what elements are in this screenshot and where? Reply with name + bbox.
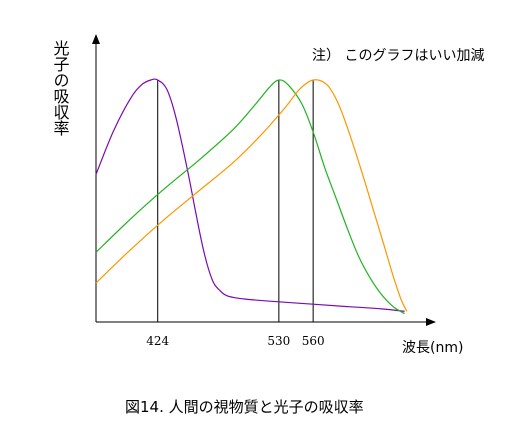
y-axis-label: 光子の吸収率 bbox=[51, 40, 70, 136]
x-tick-label-530: 530 bbox=[267, 334, 290, 348]
chart-note: 注） このグラフはいい加減 bbox=[312, 47, 484, 64]
y-axis-arrow-icon bbox=[92, 34, 100, 44]
series-line-530 bbox=[95, 79, 405, 315]
series-line-424 bbox=[95, 78, 405, 312]
peak-lines bbox=[157, 80, 314, 322]
x-tick-label-560: 560 bbox=[302, 334, 325, 348]
x-axis-label: 波長(nm) bbox=[402, 340, 463, 356]
x-axis-arrow-icon bbox=[426, 318, 436, 326]
figure-caption: 図14. 人間の視物質と光子の吸収率 bbox=[125, 398, 364, 416]
y-axis-label-text: 光子の吸収率 bbox=[51, 40, 70, 136]
x-tick-labels: 424 530 560 bbox=[146, 334, 324, 348]
series-line-560 bbox=[95, 79, 408, 312]
x-tick-label-424: 424 bbox=[146, 334, 169, 348]
series-group bbox=[95, 78, 408, 315]
